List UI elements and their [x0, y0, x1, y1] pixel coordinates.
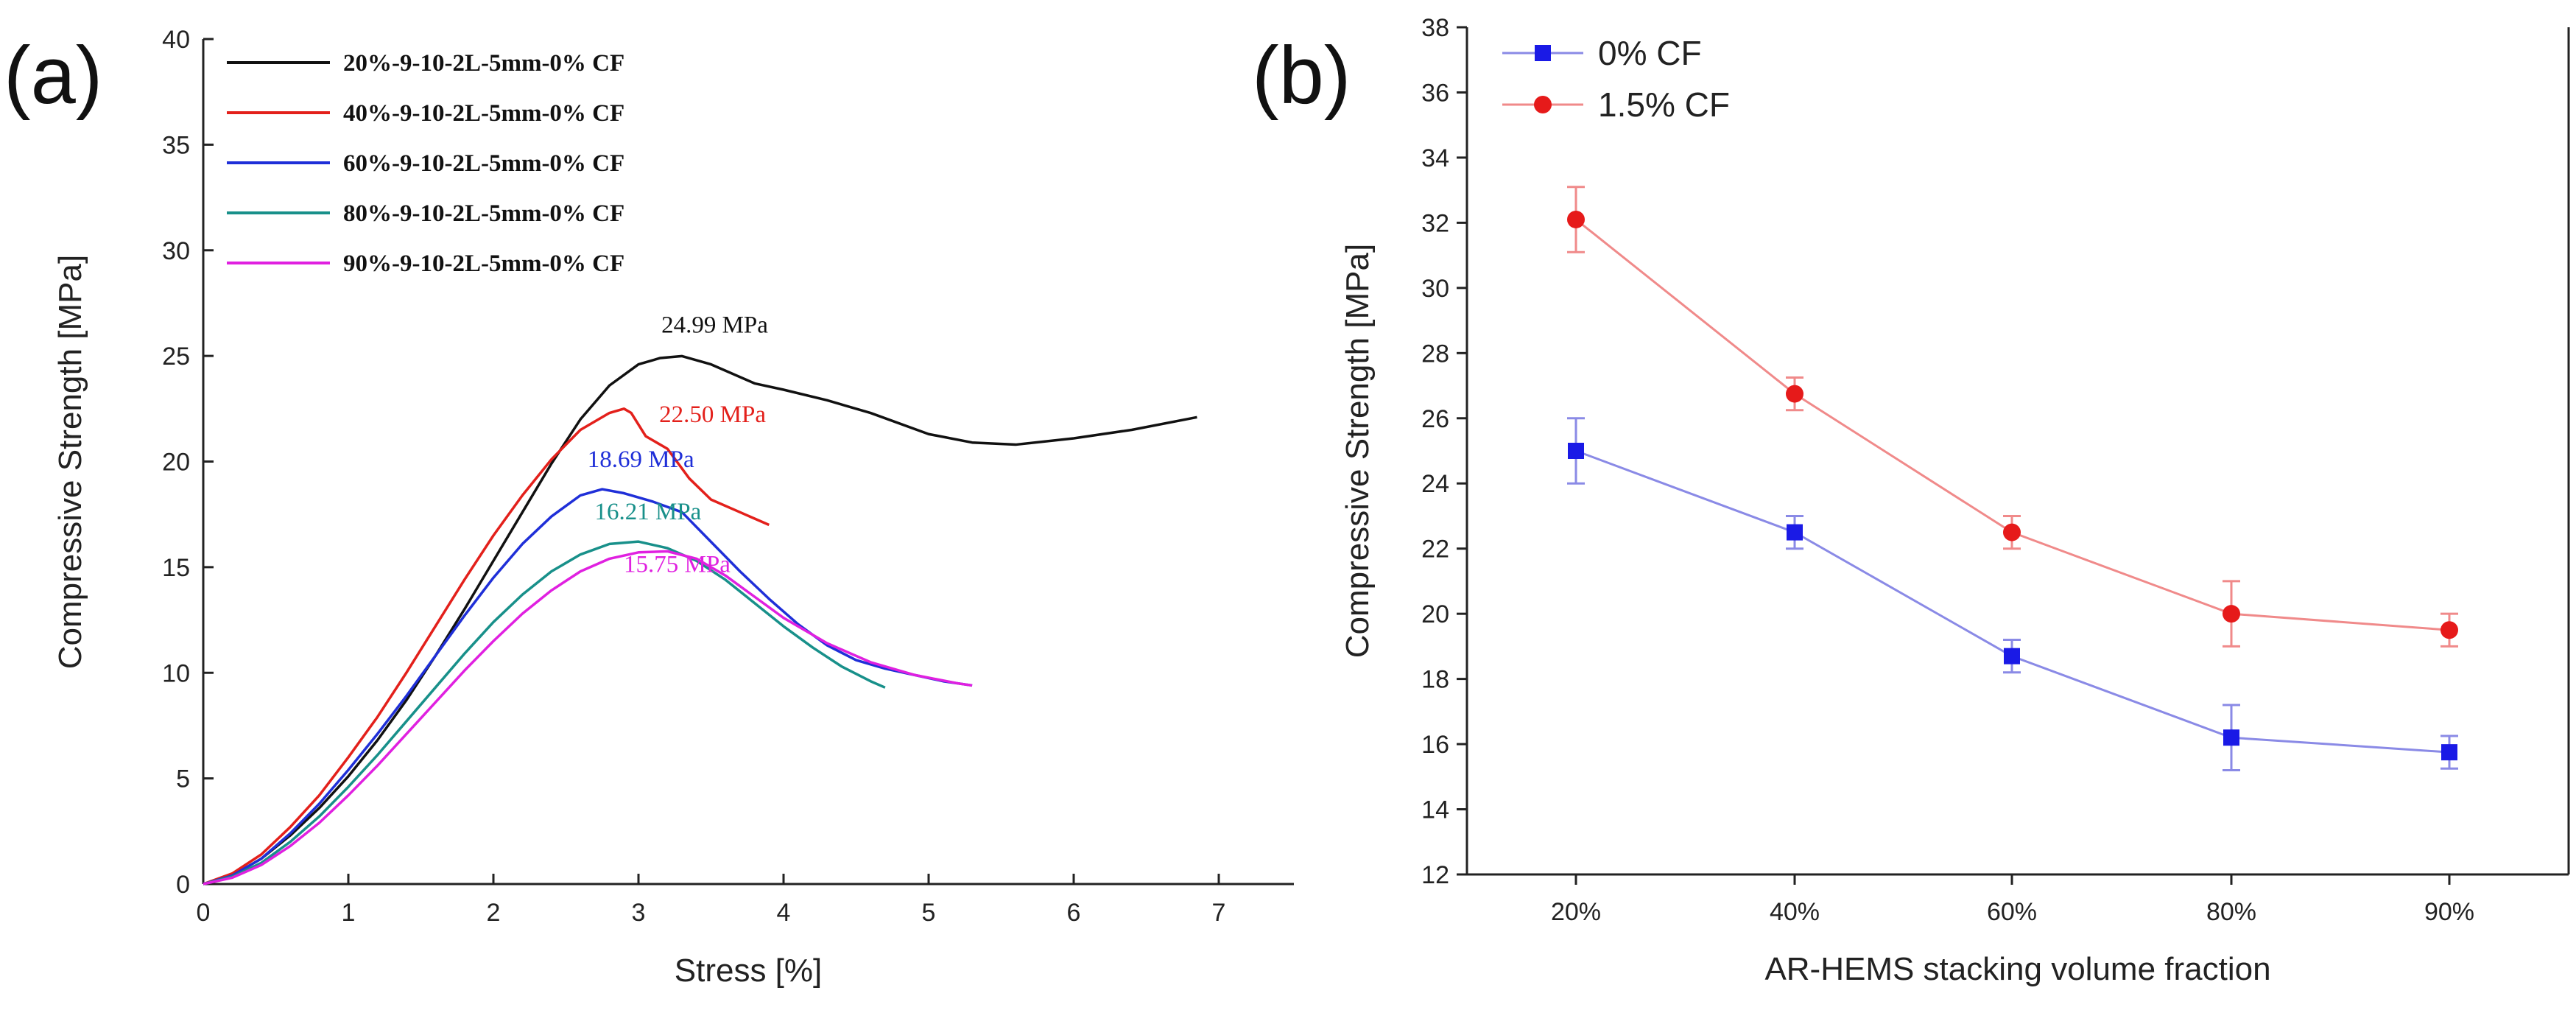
chart-b-y-tick-label: 18: [1421, 666, 1449, 694]
panel-a-label: (a): [4, 30, 102, 121]
chart-b-y-tick-label: 34: [1421, 144, 1449, 172]
chart-a-legend-label: 90%-9-10-2L-5mm-0% CF: [343, 250, 624, 277]
chart-a-y-tick-label: 25: [162, 343, 190, 371]
chart-b-data-point: [1786, 385, 1803, 403]
chart-a-data-label: 18.69 MPa: [588, 446, 694, 473]
chart-b-data-point: [2223, 729, 2239, 746]
chart-b-y-tick-label: 20: [1421, 600, 1449, 628]
chart-b-y-tick-label: 28: [1421, 340, 1449, 368]
chart-b-y-tick-label: 32: [1421, 209, 1449, 237]
chart-b-data-point: [2223, 605, 2240, 623]
chart-a-data-label: 16.21 MPa: [594, 499, 701, 525]
chart-b-data-point: [2440, 621, 2458, 639]
chart-b-y-tick-label: 14: [1421, 796, 1449, 824]
chart-a-y-tick-label: 10: [162, 659, 190, 687]
chart-a-x-tick-label: 5: [922, 899, 936, 927]
chart-a-x-tick-label: 6: [1067, 899, 1081, 927]
chart-a: 0 1 2 3 4 5 6 7 0 5 10 15 20 25 30 35 40 24.99 MPa 22.50 …: [52, 26, 1294, 989]
chart-b-series-line-2: [1575, 218, 2450, 631]
chart-a-y-tick-label: 5: [176, 765, 190, 793]
chart-a-x-tick-label: 7: [1212, 899, 1226, 927]
chart-b: 12 14 16 18 20 22 24 26 28 30 32 34 36 38 20% 40% 60% 80%…: [1340, 14, 2570, 987]
chart-b-series-line-1: [1575, 449, 2450, 754]
chart-b-y-label: Compressive Strength [MPa]: [1340, 244, 1376, 658]
chart-b-x-label: AR-HEMS stacking volume fraction: [1764, 951, 2270, 987]
chart-a-x-tick-label: 0: [197, 899, 211, 927]
chart-a-legend-label: 80%-9-10-2L-5mm-0% CF: [343, 200, 624, 227]
chart-b-legend-label: 0% CF: [1598, 34, 1702, 72]
chart-a-data-label: 24.99 MPa: [661, 312, 768, 338]
chart-b-y-tick-label: 30: [1421, 275, 1449, 303]
chart-a-legend-label: 20%-9-10-2L-5mm-0% CF: [343, 50, 624, 77]
chart-a-series-line-4: [203, 540, 886, 886]
chart-a-legend-label: 40%-9-10-2L-5mm-0% CF: [343, 100, 624, 127]
chart-b-legend-marker: [1535, 45, 1551, 61]
chart-b-y-tick-label: 38: [1421, 14, 1449, 42]
chart-a-series-line-1: [203, 354, 1197, 886]
chart-b-legend-marker: [1534, 96, 1552, 113]
chart-b-x-tick-label: 90%: [2424, 898, 2474, 926]
chart-a-y-tick-label: 0: [176, 871, 190, 899]
chart-b-x-tick-label: 60%: [1987, 898, 2037, 926]
chart-a-y-tick-label: 35: [162, 131, 190, 159]
chart-a-series-line-5: [203, 550, 973, 886]
chart-a-data-label: 15.75 MPa: [624, 551, 731, 578]
chart-b-y-tick-label: 12: [1421, 861, 1449, 889]
chart-a-series-line-2: [203, 407, 770, 886]
chart-a-y-tick-label: 20: [162, 449, 190, 477]
chart-b-data-point: [1567, 210, 1585, 228]
chart-a-y-tick-label: 15: [162, 554, 190, 582]
chart-a-series-line-3: [203, 488, 973, 886]
chart-a-x-tick-label: 1: [342, 899, 356, 927]
chart-b-data-point: [1787, 524, 1803, 541]
chart-a-x-tick-label: 2: [487, 899, 501, 927]
chart-b-y-tick-label: 24: [1421, 470, 1449, 498]
chart-b-data-point: [2441, 744, 2457, 761]
panel-b-label: (b): [1252, 30, 1351, 121]
chart-a-x-tick-label: 4: [777, 899, 791, 927]
chart-a-x-tick-label: 3: [632, 899, 646, 927]
chart-a-data-label: 22.50 MPa: [659, 401, 766, 428]
chart-b-x-tick-label: 20%: [1551, 898, 1601, 926]
chart-b-legend-label: 1.5% CF: [1598, 85, 1730, 124]
chart-b-y-tick-label: 26: [1421, 405, 1449, 433]
chart-a-y-label: Compressive Strength [MPa]: [52, 255, 88, 669]
chart-a-legend-label: 60%-9-10-2L-5mm-0% CF: [343, 150, 624, 177]
chart-b-data-point: [2004, 648, 2020, 664]
chart-b-x-tick-label: 80%: [2206, 898, 2256, 926]
chart-b-y-tick-label: 16: [1421, 731, 1449, 759]
chart-b-y-tick-label: 36: [1421, 79, 1449, 107]
chart-b-data-point: [1568, 443, 1584, 459]
chart-a-y-tick-label: 40: [162, 26, 190, 54]
chart-b-x-tick-label: 40%: [1770, 898, 1820, 926]
chart-a-y-tick-label: 30: [162, 237, 190, 265]
chart-b-data-point: [2003, 523, 2021, 541]
chart-b-y-tick-label: 22: [1421, 536, 1449, 564]
chart-a-x-label: Stress [%]: [675, 953, 823, 989]
